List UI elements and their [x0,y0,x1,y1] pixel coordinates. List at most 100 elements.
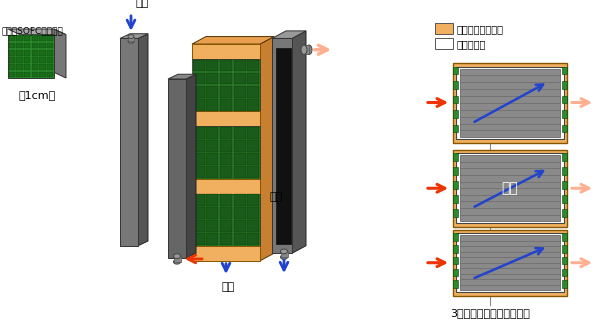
Bar [233,220,245,232]
Bar [247,140,259,152]
Text: インターコネクト: インターコネクト [457,24,504,34]
Bar [32,64,38,70]
Bar [24,36,30,41]
Bar [453,268,458,276]
Ellipse shape [173,260,181,264]
Bar [247,234,259,245]
Bar [220,60,232,71]
Bar [247,86,259,98]
Bar [247,194,259,206]
Bar [220,86,232,98]
Bar [247,127,259,139]
Bar [16,57,23,63]
Ellipse shape [173,254,181,259]
Bar [206,153,218,165]
Bar [206,207,218,219]
Polygon shape [260,36,274,261]
Bar [233,153,245,165]
Bar [562,195,567,203]
Bar [40,72,46,77]
Bar [206,86,218,98]
Bar [220,127,232,139]
Bar [193,99,205,110]
Polygon shape [272,31,306,38]
Bar [456,67,564,139]
Bar [16,50,23,56]
Bar [562,96,567,103]
Bar [9,57,15,63]
Polygon shape [168,74,196,79]
Bar [453,181,458,189]
Bar [233,140,245,152]
Bar [562,181,567,189]
Bar [192,126,260,179]
Bar [192,179,260,194]
Bar [9,64,15,70]
Bar [562,153,567,161]
Bar [453,110,458,118]
Bar [32,43,38,48]
Polygon shape [186,74,196,258]
Bar [272,38,292,253]
Bar [453,96,458,103]
Bar [233,194,245,206]
Bar [16,36,23,41]
Bar [193,234,205,245]
Text: ～1cm角: ～1cm角 [19,90,56,100]
Bar [206,73,218,84]
Bar [193,220,205,232]
Bar [562,234,567,241]
Bar [453,280,458,288]
Bar [460,68,560,137]
Text: 燃料: 燃料 [270,192,283,202]
Bar [456,153,564,223]
Bar [24,72,30,77]
Bar [192,111,260,126]
Polygon shape [192,36,274,44]
Bar [32,50,38,56]
Text: 絶縁シール: 絶縁シール [457,39,487,49]
Bar [220,194,232,206]
Bar [40,57,46,63]
Bar [193,153,205,165]
Bar [16,72,23,77]
Text: 燃料: 燃料 [221,283,235,292]
Bar [453,63,567,143]
Bar [247,220,259,232]
Bar [233,73,245,84]
Bar [562,125,567,132]
Bar [206,234,218,245]
Bar [47,43,53,48]
Ellipse shape [281,249,287,254]
Text: 空気: 空気 [135,0,148,8]
Bar [24,50,30,56]
Bar [9,72,15,77]
Bar [233,207,245,219]
Ellipse shape [128,39,134,43]
Bar [562,209,567,217]
Bar [233,60,245,71]
Text: 空気: 空気 [502,181,518,195]
Bar [562,245,567,253]
Bar [220,140,232,152]
Bar [24,64,30,70]
Bar [247,99,259,110]
Bar [24,57,30,63]
Polygon shape [138,34,148,246]
Ellipse shape [306,45,312,54]
Bar [562,167,567,175]
Bar [193,60,205,71]
Bar [220,234,232,245]
Bar [435,38,453,49]
Bar [220,207,232,219]
Bar [40,36,46,41]
Bar [562,280,567,288]
Bar [192,194,260,246]
Bar [32,57,38,63]
Bar [128,36,134,41]
Polygon shape [54,29,66,78]
Bar [453,245,458,253]
Text: 3キューブスタック接続図: 3キューブスタック接続図 [450,308,530,318]
Bar [220,73,232,84]
Bar [192,59,260,111]
